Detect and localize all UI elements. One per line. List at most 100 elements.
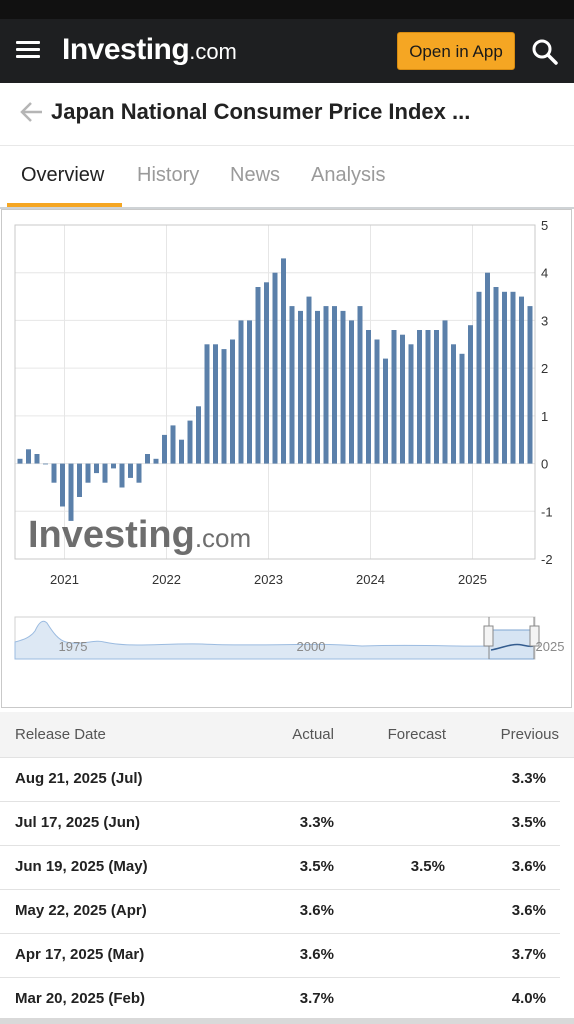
- header-actual[interactable]: Actual: [292, 726, 334, 743]
- y-tick-label: -2: [541, 552, 553, 567]
- cpi-bar[interactable]: [485, 272, 490, 464]
- navigator-tick-2025: 2025: [536, 639, 565, 654]
- cpi-bar[interactable]: [145, 454, 150, 464]
- cpi-bar[interactable]: [502, 291, 507, 464]
- navigator-right-handle[interactable]: [529, 625, 540, 647]
- investing-logo[interactable]: Investing.com: [62, 33, 237, 67]
- cpi-bar[interactable]: [26, 449, 31, 464]
- cpi-bar[interactable]: [315, 310, 320, 464]
- chart-panel: 5 4 3 2 1 0 -1 -2 2021 2022 2023 2024 2025 Investin…: [1, 209, 572, 708]
- back-arrow-icon[interactable]: [20, 100, 44, 124]
- cpi-bar[interactable]: [255, 287, 261, 464]
- cpi-bar[interactable]: [17, 458, 23, 464]
- cpi-bar[interactable]: [357, 306, 363, 464]
- cpi-bar[interactable]: [187, 420, 193, 464]
- cpi-bar[interactable]: [459, 353, 465, 464]
- cpi-bar[interactable]: [383, 358, 388, 464]
- cpi-bar[interactable]: [434, 330, 439, 464]
- cpi-bar-chart[interactable]: 5 4 3 2 1 0 -1 -2 2021 2022 2023 2024 2025 Investin…: [2, 210, 571, 707]
- table-row[interactable]: May 22, 2025 (Apr) 3.6% 3.6%: [0, 889, 560, 934]
- header-forecast[interactable]: Forecast: [387, 726, 446, 743]
- navigator-series: [14, 620, 490, 660]
- cpi-bar[interactable]: [264, 282, 269, 464]
- y-tick-label: 0: [541, 457, 548, 472]
- cpi-bar[interactable]: [34, 454, 40, 464]
- cpi-bar[interactable]: [510, 291, 516, 464]
- cpi-bar[interactable]: [400, 334, 405, 464]
- cpi-bar[interactable]: [332, 306, 337, 464]
- x-tick-label: 2025: [458, 572, 487, 587]
- cpi-bar[interactable]: [306, 296, 312, 464]
- cpi-bar[interactable]: [272, 272, 278, 464]
- y-tick-label: 4: [541, 266, 548, 281]
- table-row[interactable]: Jun 19, 2025 (May) 3.5% 3.5% 3.6%: [0, 845, 560, 890]
- tab-analysis[interactable]: Analysis: [311, 164, 386, 186]
- cell-previous: 3.3%: [511, 770, 546, 787]
- cpi-bar[interactable]: [94, 463, 99, 474]
- cpi-bar[interactable]: [204, 344, 210, 464]
- cpi-bar[interactable]: [374, 339, 380, 464]
- table-row[interactable]: Aug 21, 2025 (Jul) 3.3%: [0, 757, 560, 802]
- cpi-bar[interactable]: [366, 330, 371, 464]
- cell-release-date: Aug 21, 2025 (Jul): [15, 770, 143, 787]
- cpi-bar[interactable]: [425, 330, 431, 464]
- cpi-bar[interactable]: [519, 296, 524, 464]
- cpi-bar[interactable]: [289, 306, 295, 464]
- tab-news[interactable]: News: [230, 164, 281, 186]
- tab-history[interactable]: History: [137, 164, 200, 186]
- cpi-bar[interactable]: [408, 344, 414, 464]
- cpi-bar[interactable]: [196, 406, 201, 464]
- cpi-bar[interactable]: [442, 320, 448, 464]
- cpi-bar[interactable]: [476, 291, 482, 464]
- cpi-bar[interactable]: [247, 320, 252, 464]
- cpi-bar[interactable]: [281, 258, 286, 464]
- cpi-bar[interactable]: [417, 330, 422, 464]
- chart-navigator[interactable]: 1975 2000 2025: [14, 616, 565, 660]
- table-row[interactable]: Apr 17, 2025 (Mar) 3.6% 3.7%: [0, 933, 560, 978]
- logo-domain: .com: [189, 39, 237, 64]
- table-row[interactable]: Mar 20, 2025 (Feb) 3.7% 4.0%: [0, 977, 560, 1022]
- cpi-bar[interactable]: [51, 463, 57, 483]
- cpi-bar[interactable]: [136, 463, 142, 483]
- cpi-bar[interactable]: [128, 463, 133, 478]
- navigator-tick-1975: 1975: [59, 639, 88, 654]
- cell-actual: 3.5%: [299, 858, 334, 875]
- cpi-bar[interactable]: [468, 325, 473, 464]
- cpi-bar[interactable]: [153, 458, 159, 464]
- cpi-bar[interactable]: [349, 320, 354, 464]
- cpi-bar[interactable]: [221, 349, 227, 464]
- search-icon[interactable]: [531, 38, 559, 66]
- table-row[interactable]: Jul 17, 2025 (Jun) 3.3% 3.5%: [0, 801, 560, 846]
- cpi-bar[interactable]: [391, 330, 397, 464]
- cpi-bar[interactable]: [60, 463, 65, 507]
- header-release-date[interactable]: Release Date: [15, 726, 106, 743]
- cpi-bar[interactable]: [179, 439, 184, 464]
- cpi-bar[interactable]: [493, 287, 499, 464]
- hamburger-menu-icon[interactable]: [16, 41, 40, 59]
- cell-previous: 3.7%: [511, 946, 546, 963]
- cpi-bar[interactable]: [213, 344, 218, 464]
- cpi-bar[interactable]: [111, 463, 116, 469]
- cpi-bar[interactable]: [298, 310, 303, 464]
- cpi-bar[interactable]: [68, 463, 74, 521]
- cpi-bar[interactable]: [162, 434, 167, 464]
- logo-brand: Investing: [62, 33, 190, 66]
- navigator-left-handle[interactable]: [483, 625, 494, 647]
- cpi-bar[interactable]: [77, 463, 82, 497]
- cpi-bar[interactable]: [170, 425, 176, 464]
- cpi-bar[interactable]: [323, 306, 329, 464]
- cpi-bar[interactable]: [238, 320, 244, 464]
- cpi-bar[interactable]: [85, 463, 91, 483]
- cpi-bar[interactable]: [527, 306, 533, 464]
- header-previous[interactable]: Previous: [500, 726, 559, 743]
- open-in-app-button[interactable]: Open in App: [397, 32, 515, 70]
- cpi-bar[interactable]: [43, 463, 48, 465]
- page-title-bar: Japan National Consumer Price Index ...: [0, 83, 574, 146]
- cpi-bar[interactable]: [230, 339, 235, 464]
- cpi-bar[interactable]: [102, 463, 108, 483]
- cpi-bar[interactable]: [340, 310, 346, 464]
- cpi-bar[interactable]: [451, 344, 456, 464]
- cpi-bar[interactable]: [119, 463, 125, 488]
- bottom-bar: [0, 1018, 574, 1024]
- tab-overview[interactable]: Overview: [21, 164, 105, 186]
